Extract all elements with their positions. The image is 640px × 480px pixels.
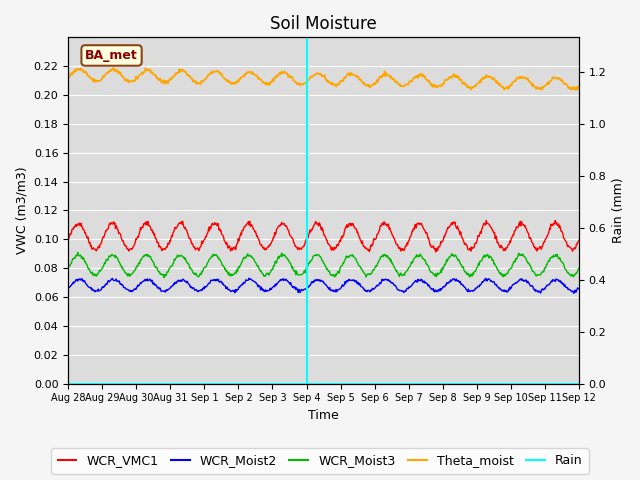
Rain [575,381,583,386]
Theta_moist [575,83,583,89]
WCR_Moist2 [505,286,513,292]
WCR_VMC1 [374,230,382,236]
WCR_VMC1 [452,224,460,230]
WCR_VMC1 [552,217,559,223]
Rain [95,381,103,386]
X-axis label: Time: Time [308,409,339,422]
WCR_VMC1 [64,237,72,242]
Rain [390,381,397,386]
WCR_VMC1 [575,237,583,243]
WCR_Moist3 [575,265,583,271]
Line: WCR_VMC1: WCR_VMC1 [68,220,579,252]
Theta_moist [362,82,369,88]
Line: WCR_Moist2: WCR_Moist2 [68,278,579,293]
Rain [452,381,460,386]
WCR_Moist2 [362,288,369,294]
WCR_Moist3 [74,250,81,255]
WCR_VMC1 [95,245,103,251]
Rain [504,381,512,386]
Y-axis label: Rain (mm): Rain (mm) [612,178,625,243]
Rain [374,381,382,386]
Line: WCR_Moist3: WCR_Moist3 [68,252,579,277]
WCR_VMC1 [505,241,513,247]
WCR_Moist3 [376,257,383,263]
Y-axis label: VWC (m3/m3): VWC (m3/m3) [15,167,28,254]
Text: BA_met: BA_met [85,49,138,62]
WCR_Moist3 [96,268,104,274]
WCR_Moist2 [375,282,383,288]
Line: Theta_moist: Theta_moist [68,68,579,90]
WCR_Moist2 [245,276,253,281]
WCR_Moist2 [452,276,460,282]
Theta_moist [95,78,103,84]
WCR_VMC1 [361,245,369,251]
Theta_moist [109,65,117,71]
Theta_moist [64,75,72,81]
WCR_Moist3 [506,266,513,272]
WCR_VMC1 [432,249,440,255]
Rain [361,381,369,386]
Theta_moist [452,74,460,80]
WCR_Moist2 [64,285,72,290]
Theta_moist [375,76,383,82]
WCR_Moist2 [390,282,398,288]
WCR_VMC1 [390,235,397,241]
WCR_Moist3 [64,265,72,271]
WCR_Moist3 [362,274,370,280]
WCR_Moist2 [575,286,583,292]
Legend: WCR_VMC1, WCR_Moist2, WCR_Moist3, Theta_moist, Rain: WCR_VMC1, WCR_Moist2, WCR_Moist3, Theta_… [51,448,589,474]
WCR_Moist3 [160,275,168,280]
WCR_Moist2 [95,288,103,294]
WCR_Moist3 [453,255,461,261]
Title: Soil Moisture: Soil Moisture [270,15,377,33]
WCR_Moist2 [570,290,578,296]
Theta_moist [572,87,580,93]
Rain [64,381,72,386]
Theta_moist [390,78,398,84]
Theta_moist [505,84,513,90]
WCR_Moist3 [391,265,399,271]
